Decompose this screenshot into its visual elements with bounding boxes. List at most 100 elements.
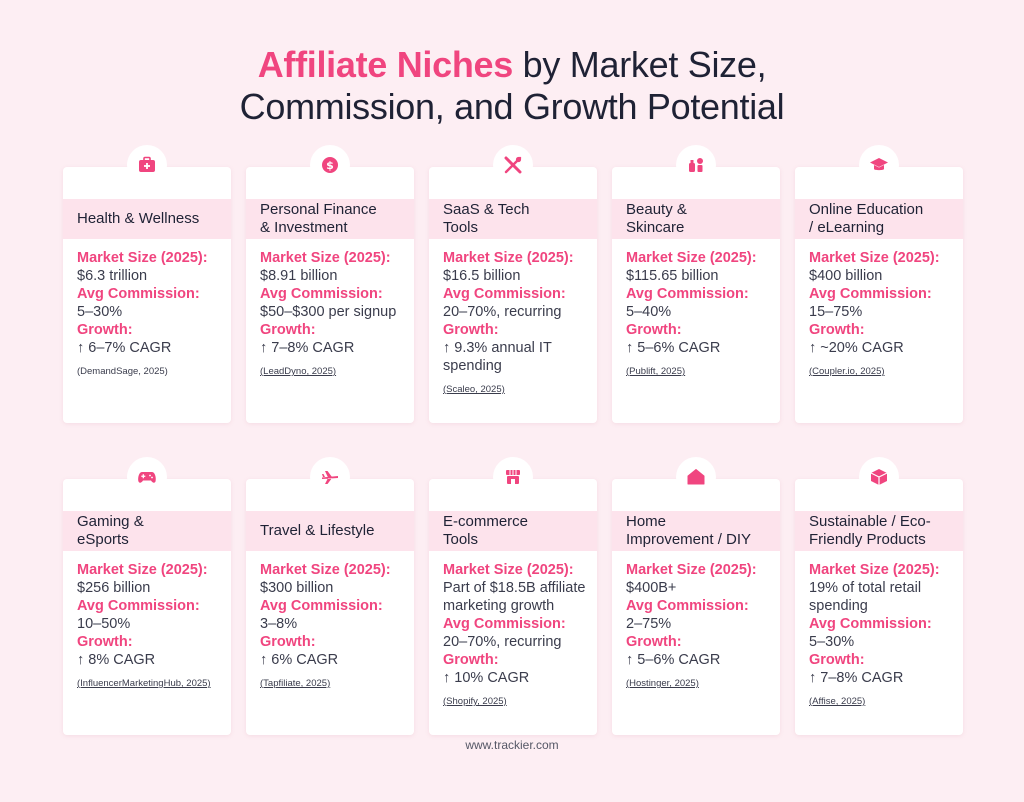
market-size-value: 19% of total retail spending [809,580,922,614]
growth-value: ↑ 9.3% annual IT spending [443,340,552,374]
growth-label: Growth: [626,634,682,650]
niche-details: Market Size (2025): Part of $18.5B affil… [443,561,593,708]
house-icon [676,457,716,497]
niche-details: Market Size (2025): $300 billion Avg Com… [260,561,410,690]
market-size-label: Market Size (2025): [77,562,208,578]
market-size-value: $256 billion [77,580,151,596]
market-size-label: Market Size (2025): [809,562,940,578]
source-link[interactable]: (Tapfiliate, 2025) [260,678,331,689]
title-highlight: Affiliate Niches [257,44,514,85]
avg-commission-label: Avg Commission: [260,286,383,302]
market-size-value: $8.91 billion [260,268,338,284]
avg-commission-value: 5–40% [626,304,672,320]
growth-value: ↑ ~20% CAGR [809,340,904,356]
niche-card: $ Personal Finance & Investment Market S… [246,145,414,423]
growth-label: Growth: [260,322,316,338]
growth-label: Growth: [443,322,499,338]
growth-value: ↑ 7–8% CAGR [809,670,904,686]
market-size-value: $16.5 billion [443,268,521,284]
title-rest-line1: by Market Size, [512,44,767,85]
niche-details: Market Size (2025): $400B+ Avg Commissio… [626,561,776,690]
avg-commission-value: 3–8% [260,616,298,632]
niche-name: Health & Wellness [63,199,231,239]
avg-commission-label: Avg Commission: [260,598,383,614]
storefront-icon [493,457,533,497]
avg-commission-value: 5–30% [809,634,855,650]
market-size-label: Market Size (2025): [260,250,391,266]
niche-details: Market Size (2025): $400 billion Avg Com… [809,249,959,378]
footer-url[interactable]: www.trackier.com [465,738,559,752]
avg-commission-label: Avg Commission: [77,598,200,614]
niche-details: Market Size (2025): $256 billion Avg Com… [77,561,227,690]
niche-name: SaaS & Tech Tools [429,199,597,239]
box-icon [859,457,899,497]
market-size-label: Market Size (2025): [77,250,208,266]
growth-value: ↑ 8% CAGR [77,652,156,668]
growth-value: ↑ 5–6% CAGR [626,652,721,668]
airplane-icon [310,457,350,497]
niche-name: Travel & Lifestyle [246,511,414,551]
niche-name: Online Education / eLearning [795,199,963,239]
avg-commission-label: Avg Commission: [77,286,200,302]
avg-commission-value: 5–30% [77,304,123,320]
market-size-value: $115.65 billion [626,268,719,284]
cosmetics-icon [676,145,716,185]
avg-commission-label: Avg Commission: [626,598,749,614]
avg-commission-value: 2–75% [626,616,672,632]
niche-name: Home Improvement / DIY [612,511,780,551]
niche-name: Gaming & eSports [63,511,231,551]
avg-commission-value: $50–$300 per signup [260,304,397,320]
title-line2: Commission, and Growth Potential [239,86,785,127]
growth-label: Growth: [77,634,133,650]
growth-label: Growth: [626,322,682,338]
gamepad-icon [127,457,167,497]
niche-card: Health & Wellness Market Size (2025): $6… [63,145,231,423]
source-link[interactable]: (Shopify, 2025) [443,696,507,707]
medical-kit-icon [127,145,167,185]
avg-commission-value: 20–70%, recurring [443,304,562,320]
niche-name: Personal Finance & Investment [246,199,414,239]
growth-value: ↑ 6% CAGR [260,652,339,668]
niche-card: SaaS & Tech Tools Market Size (2025): $1… [429,145,597,423]
source-link[interactable]: (LeadDyno, 2025) [260,366,337,377]
source-link[interactable]: (InfluencerMarketingHub, 2025) [77,678,211,689]
market-size-label: Market Size (2025): [626,250,757,266]
source-link: (DemandSage, 2025) [77,366,168,377]
tools-icon [493,145,533,185]
avg-commission-label: Avg Commission: [809,286,932,302]
niche-name: Sustainable / Eco- Friendly Products [795,511,963,551]
niche-details: Market Size (2025): 19% of total retail … [809,561,959,708]
source-link[interactable]: (Hostinger, 2025) [626,678,699,689]
growth-label: Growth: [260,634,316,650]
source-link[interactable]: (Publift, 2025) [626,366,686,377]
market-size-value: $400 billion [809,268,883,284]
growth-label: Growth: [77,322,133,338]
niche-grid: Health & Wellness Market Size (2025): $6… [63,145,963,735]
growth-value: ↑ 5–6% CAGR [626,340,721,356]
niche-details: Market Size (2025): $8.91 billion Avg Co… [260,249,410,378]
market-size-value: $400B+ [626,580,677,596]
growth-value: ↑ 10% CAGR [443,670,530,686]
svg-text:$: $ [326,159,334,172]
growth-label: Growth: [809,322,865,338]
niche-name: E-commerce Tools [429,511,597,551]
avg-commission-value: 20–70%, recurring [443,634,562,650]
market-size-value: $6.3 trillion [77,268,148,284]
niche-card: Travel & Lifestyle Market Size (2025): $… [246,457,414,735]
niche-card: Home Improvement / DIY Market Size (2025… [612,457,780,735]
avg-commission-value: 15–75% [809,304,863,320]
source-link[interactable]: (Affise, 2025) [809,696,866,707]
source-link[interactable]: (Scaleo, 2025) [443,384,505,395]
source-link[interactable]: (Coupler.io, 2025) [809,366,885,377]
market-size-label: Market Size (2025): [443,250,574,266]
growth-label: Growth: [443,652,499,668]
avg-commission-value: 10–50% [77,616,131,632]
market-size-label: Market Size (2025): [626,562,757,578]
growth-label: Growth: [809,652,865,668]
niche-card: Sustainable / Eco- Friendly Products Mar… [795,457,963,735]
niche-name: Beauty & Skincare [612,199,780,239]
graduation-cap-icon [859,145,899,185]
growth-value: ↑ 6–7% CAGR [77,340,172,356]
market-size-value: Part of $18.5B affiliate marketing growt… [443,580,586,614]
avg-commission-label: Avg Commission: [443,286,566,302]
